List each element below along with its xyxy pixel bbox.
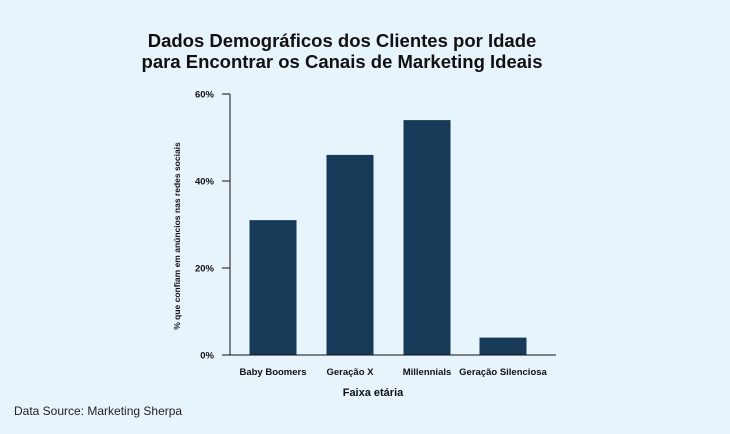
x-tick-label-1: Geração X	[327, 367, 375, 378]
chart-title-line-1: Dados Demográficos dos Clientes por Idad…	[147, 30, 537, 51]
data-source-note: Data Source: Marketing Sherpa	[14, 404, 183, 418]
x-axis-label: Faixa etária	[343, 387, 404, 399]
x-tick-label-0: Baby Boomers	[239, 367, 306, 378]
y-tick-label-1: 20%	[195, 264, 215, 275]
y-tick-label-0: 0%	[200, 351, 214, 362]
bars-group	[249, 120, 527, 355]
bar-3	[479, 337, 527, 355]
x-tick-label-2: Millennials	[403, 367, 452, 378]
y-tick-label-3: 60%	[195, 90, 215, 101]
y-tick-label-2: 40%	[195, 177, 215, 188]
x-tick-label-3: Geração Silenciosa	[459, 367, 547, 378]
bar-0	[249, 220, 297, 355]
y-ticks-group: 0% 20% 40% 60%	[195, 90, 230, 362]
chart-title: Dados Demográficos dos Clientes por Idad…	[0, 30, 684, 72]
bar-2	[403, 120, 451, 355]
chart-title-line-2: para Encontrar os Canais de Marketing Id…	[141, 51, 543, 72]
y-axis-label: % que confiam em anúncios nas redes soci…	[172, 142, 182, 330]
x-ticks-group: Baby Boomers Geração X Millennials Geração …	[239, 367, 547, 378]
bar-1	[326, 154, 374, 355]
